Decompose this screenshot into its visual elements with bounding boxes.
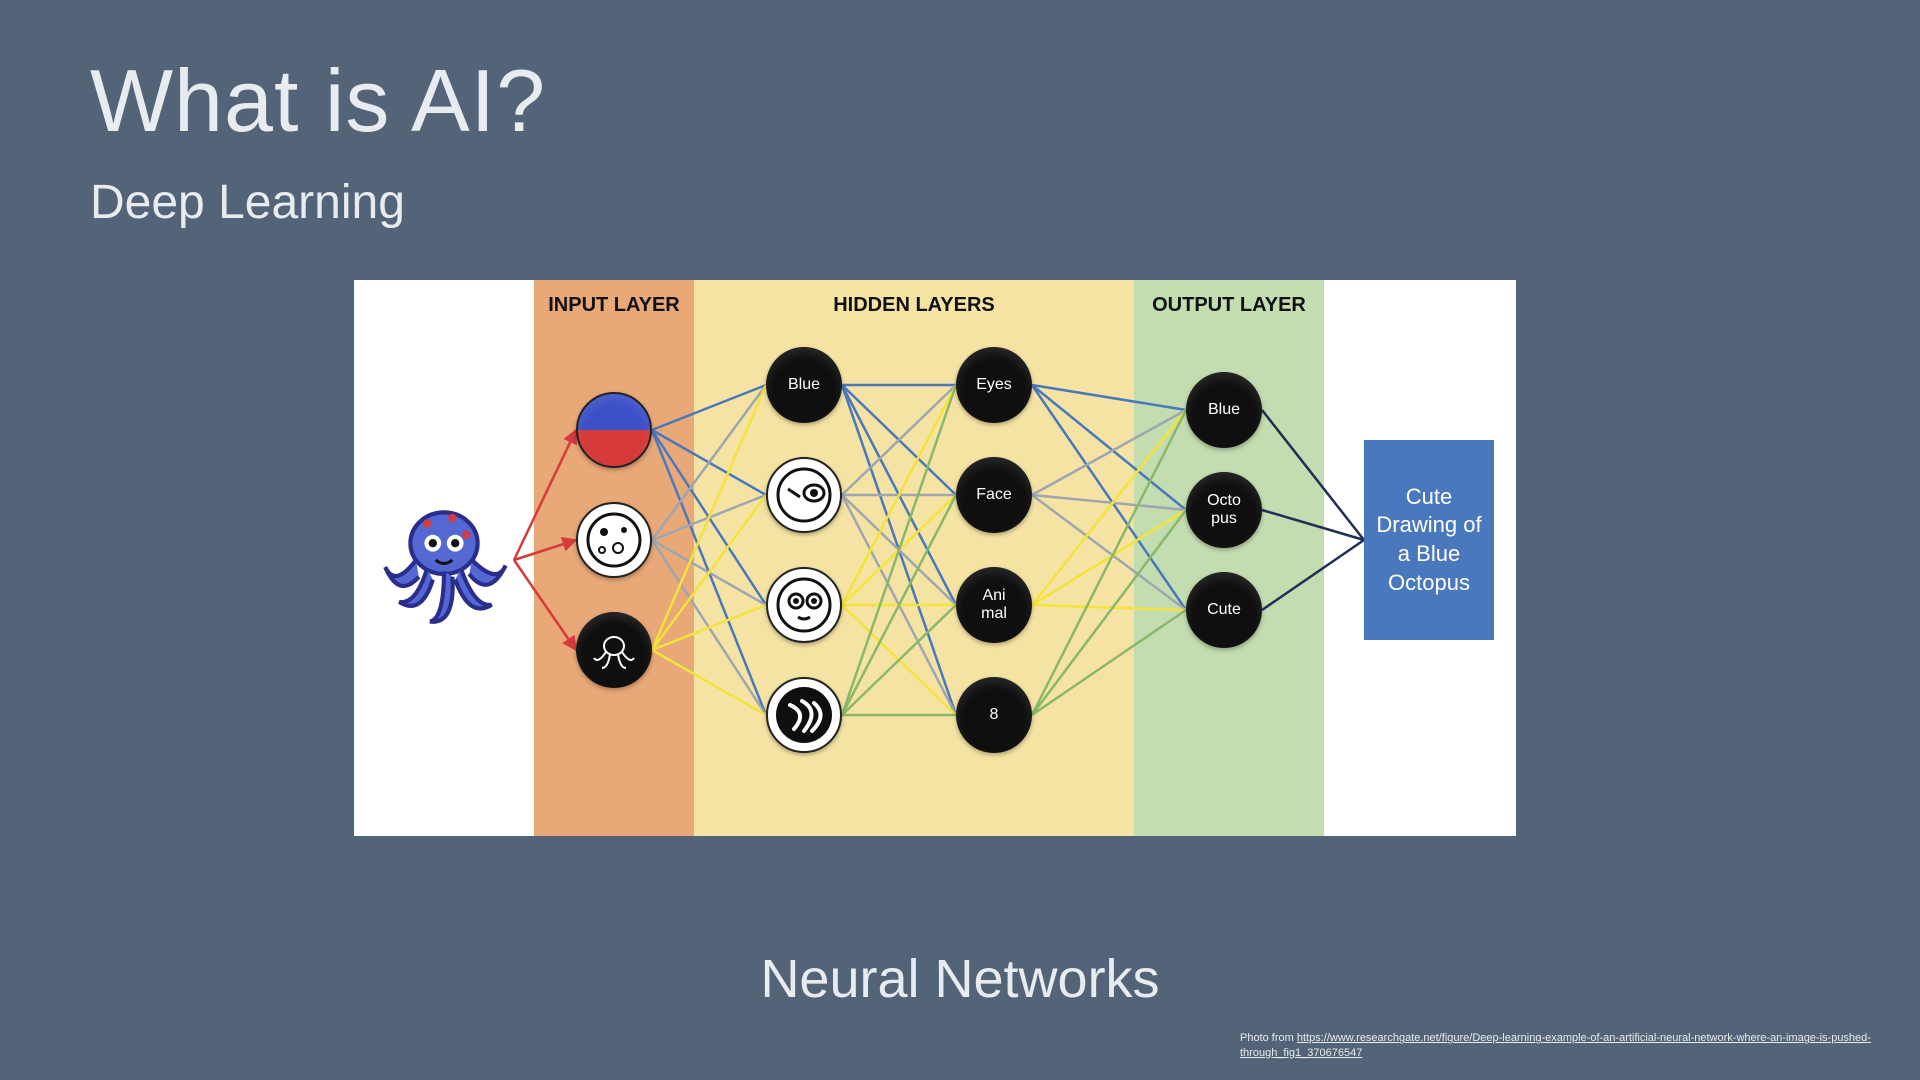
node-o1: Blue [1186,372,1262,448]
node-h1d [766,677,842,753]
node-in1 [576,392,652,468]
node-o2: Octo pus [1186,472,1262,548]
slide-title: What is AI? [90,50,546,152]
credit-prefix: Photo from [1240,1032,1297,1044]
slide-caption: Neural Networks [0,948,1920,1010]
layer-bg-hidden [694,280,1134,836]
node-in3 [576,612,652,688]
octopus-icon [374,490,514,630]
node-h2a: Eyes [956,347,1032,423]
node-h1c [766,567,842,643]
node-in2 [576,502,652,578]
node-h2b: Face [956,457,1032,533]
neural-network-diagram: INPUT LAYERHIDDEN LAYERSOUTPUT LAYER Blu… [354,280,1516,836]
result-box: Cute Drawing of a Blue Octopus [1364,440,1494,640]
node-o3: Cute [1186,572,1262,648]
layer-header-input: INPUT LAYER [534,294,694,317]
node-h2c: Ani mal [956,567,1032,643]
node-h1b [766,457,842,533]
node-h2d: 8 [956,677,1032,753]
layer-bg-output [1134,280,1324,836]
layer-header-hidden: HIDDEN LAYERS [694,294,1134,317]
slide-subtitle: Deep Learning [90,175,405,230]
layer-header-output: OUTPUT LAYER [1134,294,1324,317]
photo-credit: Photo from https://www.researchgate.net/… [1240,1031,1880,1060]
credit-link: https://www.researchgate.net/figure/Deep… [1240,1032,1871,1058]
node-h1a: Blue [766,347,842,423]
